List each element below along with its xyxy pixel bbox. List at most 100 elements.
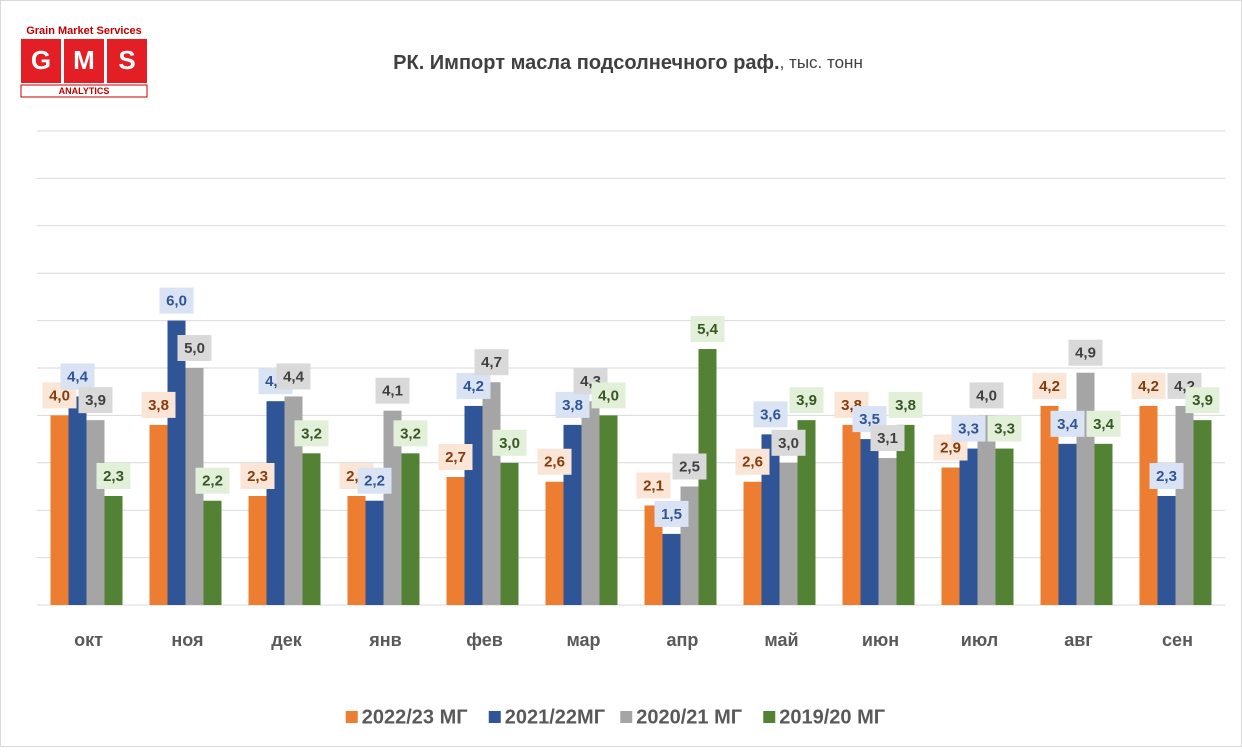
bar bbox=[365, 500, 384, 605]
data-label-text: 4,4 bbox=[283, 368, 305, 385]
data-label-text: 2,6 bbox=[544, 454, 565, 471]
data-label-box bbox=[654, 500, 689, 527]
bar bbox=[248, 495, 267, 605]
title: РК. Импорт масла подсолнечного раф. bbox=[393, 52, 779, 74]
legend-swatch bbox=[620, 711, 633, 723]
data-label-text: 4,1 bbox=[382, 383, 403, 400]
data-label-box bbox=[870, 425, 905, 452]
x-tick-label: май bbox=[764, 630, 798, 650]
legend-label: 2019/20 МГ bbox=[779, 706, 885, 728]
bar bbox=[482, 382, 501, 605]
data-label-box bbox=[438, 444, 473, 471]
data-label-box bbox=[78, 387, 113, 414]
data-label: 2,7 bbox=[438, 444, 473, 471]
data-label-box bbox=[474, 349, 509, 376]
bar bbox=[797, 420, 816, 605]
data-label: 4,0 bbox=[591, 382, 626, 409]
data-label: 6,0 bbox=[159, 287, 194, 314]
bar bbox=[878, 458, 897, 605]
bar bbox=[266, 401, 285, 605]
bar bbox=[203, 500, 222, 605]
data-label-text: 4,0 bbox=[598, 387, 619, 404]
data-label-text: 4,4 bbox=[67, 368, 89, 385]
data-label-text: 4,2 bbox=[1039, 378, 1060, 395]
logo-band bbox=[20, 84, 148, 98]
data-label-text: 2,1 bbox=[643, 477, 664, 494]
data-label-text: 3,3 bbox=[958, 421, 979, 438]
data-label-box bbox=[60, 363, 95, 390]
data-label: 5,4 bbox=[690, 316, 725, 343]
data-label-text: 3,6 bbox=[760, 406, 781, 423]
data-label-text: 3,9 bbox=[796, 392, 817, 409]
data-label: 3,8 bbox=[555, 391, 590, 418]
data-label: 4,2 bbox=[1131, 372, 1166, 399]
data-label-box bbox=[735, 448, 770, 475]
data-label-box bbox=[555, 391, 590, 418]
data-label: 4,2 bbox=[456, 372, 491, 399]
data-label-box bbox=[753, 401, 788, 428]
bar bbox=[1157, 495, 1176, 605]
legend-swatch bbox=[763, 711, 776, 723]
x-tick-label: мар bbox=[566, 630, 600, 650]
bar bbox=[86, 420, 105, 605]
data-label: 4,4 bbox=[60, 363, 95, 390]
bar bbox=[500, 462, 519, 605]
bar bbox=[284, 396, 303, 605]
logo: Grain Market Services G M S ANALYTICS bbox=[20, 25, 148, 98]
data-label: 3,0 bbox=[492, 429, 527, 456]
logo-bottom: ANALYTICS bbox=[59, 86, 110, 96]
bar bbox=[383, 410, 402, 605]
bar bbox=[1139, 405, 1158, 605]
data-label-box bbox=[195, 467, 230, 494]
bar bbox=[995, 448, 1014, 605]
data-label-box bbox=[789, 387, 824, 414]
data-label: 2,5 bbox=[672, 453, 707, 480]
data-label-text: 3,3 bbox=[994, 421, 1015, 438]
x-tick-label: апр bbox=[667, 630, 699, 650]
data-label: 2,3 bbox=[1149, 462, 1184, 489]
data-label: 3,4 bbox=[1086, 410, 1121, 437]
x-tick-label: окт bbox=[74, 630, 103, 650]
bar bbox=[743, 481, 762, 605]
logo-letter: M bbox=[73, 45, 95, 75]
x-tick-label: сен bbox=[1162, 630, 1193, 650]
x-tick-label: июн bbox=[862, 630, 899, 650]
legend-label: 2022/23 МГ bbox=[362, 706, 468, 728]
data-label-text: 3,8 bbox=[562, 397, 583, 414]
bar bbox=[1094, 443, 1113, 605]
bar bbox=[1175, 405, 1194, 605]
data-label-text: 2,5 bbox=[679, 458, 700, 475]
legend: 2022/23 МГ 2021/22МГ 2020/21 МГ 2019/20 МГ bbox=[345, 706, 885, 728]
data-label: 4,7 bbox=[474, 349, 509, 376]
legend-label: 2020/21 МГ bbox=[636, 706, 742, 728]
data-label-text: 3,4 bbox=[1057, 416, 1079, 433]
x-tick-label: июл bbox=[961, 630, 998, 650]
bar bbox=[1058, 443, 1077, 605]
data-label-text: 3,0 bbox=[499, 435, 520, 452]
legend-swatch bbox=[488, 711, 501, 723]
data-label-text: 2,2 bbox=[364, 473, 385, 490]
legend-swatch bbox=[345, 711, 358, 723]
data-label-text: 3,9 bbox=[1192, 392, 1213, 409]
data-label: 2,3 bbox=[240, 462, 275, 489]
logo-box bbox=[107, 39, 147, 83]
data-label: 2,3 bbox=[96, 462, 131, 489]
data-label-text: 3,8 bbox=[895, 397, 916, 414]
x-tick-label: янв bbox=[368, 630, 401, 650]
data-label-box bbox=[240, 462, 275, 489]
data-label-box bbox=[771, 429, 806, 456]
subtitle: , тыс. тонн bbox=[780, 53, 863, 72]
bar bbox=[149, 424, 168, 605]
data-label-text: 4,9 bbox=[1075, 345, 1096, 362]
data-label-text: 2,3 bbox=[247, 468, 268, 485]
bar bbox=[977, 415, 996, 605]
data-label-box bbox=[969, 382, 1004, 409]
data-label-box bbox=[987, 415, 1022, 442]
data-label-text: 5,0 bbox=[184, 340, 205, 357]
data-label: 3,8 bbox=[888, 391, 923, 418]
logo-box bbox=[21, 39, 61, 83]
data-label: 3,6 bbox=[753, 401, 788, 428]
bar bbox=[761, 434, 780, 605]
data-label-box bbox=[1149, 462, 1184, 489]
bar bbox=[401, 453, 420, 605]
